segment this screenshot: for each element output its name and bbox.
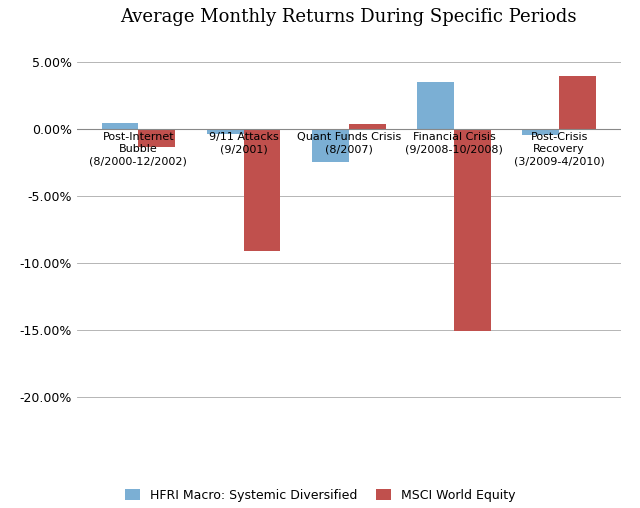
Text: 9/11 Attacks
(9/2001): 9/11 Attacks (9/2001) [209,132,278,154]
Bar [417,82,454,129]
Bar [349,124,386,129]
Bar [522,129,559,135]
Bar [102,123,138,129]
Legend: HFRI Macro: Systemic Diversified, MSCI World Equity: HFRI Macro: Systemic Diversified, MSCI W… [125,489,515,502]
Title: Average Monthly Returns During Specific Periods: Average Monthly Returns During Specific … [120,8,577,26]
Bar [454,129,491,331]
Text: Post-Crisis
Recovery
(3/2009-4/2010): Post-Crisis Recovery (3/2009-4/2010) [514,132,605,167]
Bar [138,129,175,147]
Bar [207,129,244,134]
Bar [244,129,280,251]
Bar [312,129,349,162]
Text: Quant Funds Crisis
(8/2007): Quant Funds Crisis (8/2007) [297,132,401,154]
Text: Post-Internet
Bubble
(8/2000-12/2002): Post-Internet Bubble (8/2000-12/2002) [90,132,188,167]
Bar [559,76,596,129]
Text: Financial Crisis
(9/2008-10/2008): Financial Crisis (9/2008-10/2008) [405,132,503,154]
